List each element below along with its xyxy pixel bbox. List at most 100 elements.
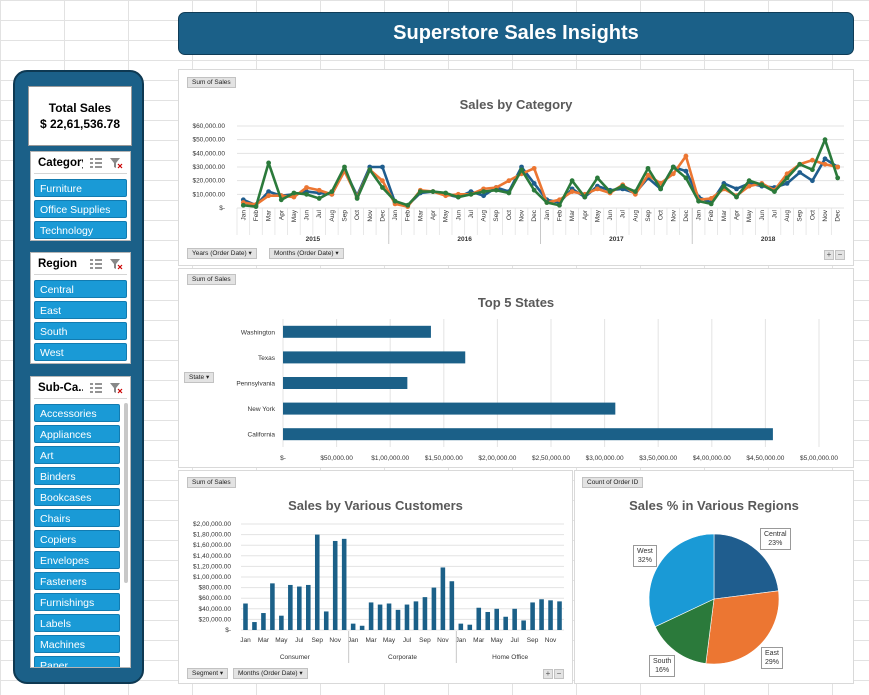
clear-filter-icon[interactable] xyxy=(109,382,123,394)
data-point xyxy=(531,181,537,186)
customer-sales-panel: Sum of Sales Sales by Various Customers … xyxy=(178,470,573,684)
data-point xyxy=(645,172,651,178)
sum-of-sales-field-button[interactable]: Sum of Sales xyxy=(187,77,236,88)
region-slicer-item[interactable]: Central xyxy=(34,280,127,298)
data-point xyxy=(316,196,322,201)
state-filter-button[interactable]: State ▾ xyxy=(184,372,215,383)
data-point xyxy=(342,164,347,170)
x-tick-label: Jul xyxy=(620,209,627,218)
x-tick-label: May xyxy=(443,209,450,222)
sum-of-sales-field-button[interactable]: Sum of Sales xyxy=(187,274,236,285)
collapse-button[interactable]: − xyxy=(835,250,845,260)
x-tick-label: Mar xyxy=(417,209,424,221)
months-filter-button[interactable]: Months (Order Date) ▾ xyxy=(269,248,344,259)
x-tick-label: May xyxy=(491,637,504,644)
multi-select-icon[interactable] xyxy=(89,157,103,169)
months-filter-button[interactable]: Months (Order Date) ▾ xyxy=(233,668,308,679)
years-filter-button[interactable]: Years (Order Date) ▾ xyxy=(187,248,257,259)
data-point xyxy=(746,178,752,184)
subcategory-slicer-item[interactable]: Paper xyxy=(34,656,120,667)
subcategory-slicer-item[interactable]: Envelopes xyxy=(34,551,120,569)
subcategory-slicer-item[interactable]: Labels xyxy=(34,614,120,632)
x-tick-label: Nov xyxy=(822,209,829,221)
y-tick-label: $1,00,000.00 xyxy=(193,574,231,581)
x-tick-label: Dec xyxy=(531,209,538,221)
x-tick-label: Sep xyxy=(493,210,500,222)
region-slicer-item[interactable]: South xyxy=(34,322,127,340)
subcategory-slicer-item[interactable]: Accessories xyxy=(34,404,120,422)
subcategory-slicer-item[interactable]: Furnishings xyxy=(34,593,120,611)
subcategory-slicer-item[interactable]: Binders xyxy=(34,467,120,485)
data-point xyxy=(304,185,309,190)
sum-of-sales-field-button[interactable]: Sum of Sales xyxy=(187,477,236,488)
expand-button[interactable]: + xyxy=(824,250,834,260)
x-tick-label: Jan xyxy=(240,210,247,221)
pie-slice xyxy=(648,533,715,628)
data-point xyxy=(809,157,815,163)
y-tick-label: $60,000.00 xyxy=(192,123,225,130)
state-label: Texas xyxy=(258,355,276,362)
x-tick-label: Feb xyxy=(708,210,715,222)
state-bar xyxy=(283,377,408,389)
segment-label: Home Office xyxy=(492,654,528,661)
state-bar xyxy=(283,402,616,415)
total-sales-label: Total Sales xyxy=(48,101,112,115)
data-point xyxy=(354,196,360,201)
customer-sales-chart: $- $20,000.00 $40,000.00 $60,000.00 $80,000.… xyxy=(193,521,564,663)
x-tick-label: Jan xyxy=(544,210,551,221)
clear-filter-icon[interactable] xyxy=(109,157,123,169)
segment-filter-button[interactable]: Segment ▾ xyxy=(187,668,229,679)
series-line xyxy=(243,138,839,208)
sidebar: Total Sales $ 22,61,536.78 Category Furn… xyxy=(13,70,144,684)
subcategory-slicer-item[interactable]: Machines xyxy=(34,635,120,653)
region-slicer-item[interactable]: East xyxy=(34,301,127,319)
data-point xyxy=(683,168,689,174)
x-tick-label: $4,50,000.00 xyxy=(746,455,784,462)
slicer-scrollbar[interactable] xyxy=(124,403,128,583)
multi-select-icon[interactable] xyxy=(89,258,103,270)
total-sales-value: $ 22,61,536.78 xyxy=(39,117,121,131)
data-point xyxy=(670,164,676,170)
category-slicer-item[interactable]: Office Supplies xyxy=(34,200,127,218)
data-point xyxy=(266,193,272,199)
subcategory-slicer-item[interactable]: Chairs xyxy=(34,509,120,527)
subcategory-slicer-item[interactable]: Art xyxy=(34,446,120,464)
segment-label: Corporate xyxy=(388,654,417,661)
subcategory-slicer-item[interactable]: Copiers xyxy=(34,530,120,548)
month-column xyxy=(261,613,266,630)
category-slicer-title: Category xyxy=(38,156,83,169)
x-tick-label: Nov xyxy=(329,637,341,644)
chart-title: Sales % in Various Regions xyxy=(629,498,799,513)
month-column xyxy=(368,602,374,630)
month-column xyxy=(297,586,302,630)
subcategory-slicer-item[interactable]: Fasteners xyxy=(34,572,120,590)
region-slicer-item[interactable]: West xyxy=(34,343,127,361)
months-filter-label: Months (Order Date) xyxy=(274,250,334,257)
x-tick-label: $4,00,000.00 xyxy=(693,455,731,462)
state-bar xyxy=(283,351,466,364)
years-filter-label: Years (Order Date) xyxy=(192,250,247,257)
x-tick-label: $2,50,000.00 xyxy=(532,455,570,462)
month-column xyxy=(422,597,428,630)
category-slicer-item[interactable]: Technology xyxy=(34,221,127,239)
data-point xyxy=(455,194,461,200)
clear-filter-icon[interactable] xyxy=(109,258,123,270)
count-of-order-id-field-button[interactable]: Count of Order ID xyxy=(582,477,644,488)
collapse-button[interactable]: − xyxy=(554,669,564,679)
month-column xyxy=(458,623,464,630)
x-tick-label: Mar xyxy=(258,637,270,644)
month-column xyxy=(440,567,446,630)
y-tick-label: $80,000.00 xyxy=(198,585,231,592)
pie-label-value: 29% xyxy=(765,659,780,666)
expand-button[interactable]: + xyxy=(543,669,553,679)
x-tick-label: $3,50,000.00 xyxy=(639,455,677,462)
multi-select-icon[interactable] xyxy=(89,382,103,394)
data-point xyxy=(784,175,790,181)
y-tick-label: $- xyxy=(219,205,225,212)
category-slicer-item[interactable]: Furniture xyxy=(34,179,127,197)
subcategory-slicer-item[interactable]: Appliances xyxy=(34,425,120,443)
x-tick-label: Jan xyxy=(696,210,703,221)
x-tick-label: Feb xyxy=(405,210,412,222)
subcategory-slicer-item[interactable]: Bookcases xyxy=(34,488,120,506)
data-point xyxy=(380,185,385,190)
